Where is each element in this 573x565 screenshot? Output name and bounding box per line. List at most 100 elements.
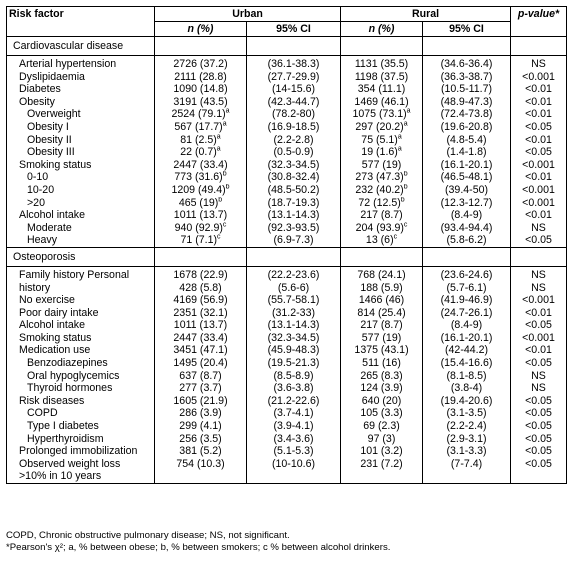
cell-uci: (36.1-38.3) [246, 58, 342, 71]
table-row: No exercise 4169 (56.9) (55.7-58.1) 1466 (4… [6, 294, 568, 307]
cell-un: 1678 (22.9) [154, 268, 247, 282]
cell-uci: (5.1-5.3) [246, 445, 342, 458]
table-row: COPD 286 (3.9) (3.7-4.1) 105 (3.3) (3.1-3.5)… [6, 407, 568, 421]
cell-rn: 101 (3.2) [340, 445, 424, 458]
cell-uci: (14-15.6) [246, 83, 342, 96]
row-label: >10% in 10 years [6, 470, 155, 485]
cell-rci: (19.6-20.8) [422, 120, 512, 134]
cell-rci: (93.4-94.4) [422, 221, 512, 235]
row-label: Diabetes [6, 83, 155, 96]
cell-rci [422, 470, 512, 485]
row-label: Obesity III [6, 146, 155, 159]
cell-p: <0.01 [510, 171, 568, 184]
cell-p: <0.01 [510, 108, 568, 121]
cell-rn: 577 (19) [340, 158, 424, 172]
table-row: Heavy 71 (7.1)c (6.9-7.3) 13 (6)c (5.8-6.2) <… [6, 234, 568, 248]
header-row-1: Risk factor Urban Rural p-value* [6, 6, 568, 22]
footnote-marker: a [222, 120, 227, 128]
cell-un: 567 (17.7)a [154, 120, 247, 134]
cell-uci [246, 470, 342, 485]
cell-p: <0.01 [510, 83, 568, 96]
cell-p: <0.001 [510, 183, 568, 197]
table-row: Moderate 940 (92.9)c (92.3-93.5) 204 (93.9)… [6, 221, 568, 235]
row-label: Obesity [6, 95, 155, 109]
cell-uci: (3.6-3.8) [246, 382, 342, 395]
cell-un: 381 (5.2) [154, 445, 247, 458]
cell-rn: 13 (6)c [340, 234, 424, 248]
cell-rci: (7-7.4) [422, 457, 512, 471]
cell-rn: 75 (5.1)a [340, 133, 424, 147]
table-row: Oral hypoglycemics 637 (8.7) (8.5-8.9) 265 … [6, 369, 568, 383]
cell-p: <0.01 [510, 344, 568, 358]
cell-uci: (8.5-8.9) [246, 369, 342, 383]
header-urban-ci: 95% CI [246, 21, 342, 37]
cell-rci: (5.7-6.1) [422, 281, 512, 295]
cell-p [510, 470, 568, 485]
header-row-2: n (%) 95% CI n (%) 95% CI [6, 21, 568, 37]
cell-rci: (19.4-20.6) [422, 394, 512, 408]
cell-rn: 273 (47.3)b [340, 171, 424, 184]
cell-un: 22 (0.7)a [154, 146, 247, 159]
cell-p: <0.001 [510, 158, 568, 172]
cell-rci: (16.1-20.1) [422, 331, 512, 345]
table-row: Obesity II 81 (2.5)a (2.2-2.8) 75 (5.1)a (4.… [6, 133, 568, 147]
table-row: Arterial hypertension 2726 (37.2) (36.1-38… [6, 58, 568, 71]
cell-uci: (27.7-29.9) [246, 70, 342, 84]
cell-uci: (32.3-34.5) [246, 158, 342, 172]
header-urban-n: n (%) [154, 21, 247, 37]
row-label: Family history Personal [6, 268, 155, 282]
row-label: Poor dairy intake [6, 306, 155, 320]
cell-rn: 188 (5.9) [340, 281, 424, 295]
row-label: Obesity II [6, 133, 155, 147]
row-label: Hyperthyroidism [6, 432, 155, 446]
cell-rn: 297 (20.2)a [340, 120, 424, 134]
cell-uci: (10-10.6) [246, 457, 342, 471]
row-label: Prolonged immobilization [6, 445, 155, 458]
row-label: history [6, 281, 155, 295]
table-row: >10% in 10 years [6, 470, 568, 485]
cell-rn: 19 (1.6)a [340, 146, 424, 159]
cell-p: <0.001 [510, 196, 568, 210]
cell-un: 1011 (13.7) [154, 209, 247, 222]
cell-rci: (8.4-9) [422, 209, 512, 222]
cell-p: <0.01 [510, 306, 568, 320]
row-label: COPD [6, 407, 155, 421]
cell-p: NS [510, 369, 568, 383]
cell-rci: (36.3-38.7) [422, 70, 512, 84]
cell-un: 2726 (37.2) [154, 58, 247, 71]
cell-uci: (45.9-48.3) [246, 344, 342, 358]
cell-rn: 232 (40.2)b [340, 183, 424, 197]
cell-p: <0.01 [510, 95, 568, 109]
cell-un: 754 (10.3) [154, 457, 247, 471]
cell-rn: 768 (24.1) [340, 268, 424, 282]
cell-uci: (16.9-18.5) [246, 120, 342, 134]
footnote-marker: b [400, 196, 405, 203]
row-label: Moderate [6, 221, 155, 235]
cell-uci: (5.6-6) [246, 281, 342, 295]
table-row: Observed weight loss 754 (10.3) (10-10.6) 2… [6, 457, 568, 471]
cell-un: 71 (7.1)c [154, 234, 247, 248]
row-label: Type I diabetes [6, 420, 155, 433]
row-label: Oral hypoglycemics [6, 369, 155, 383]
footnote-marker: a [225, 108, 230, 115]
cell-un: 1011 (13.7) [154, 319, 247, 332]
row-label: Smoking status [6, 331, 155, 345]
footnote-marker: a [397, 133, 402, 141]
table-row: 10-20 1209 (49.4)b (48.5-50.2) 232 (40.2)b(… [6, 183, 568, 197]
row-label: Heavy [6, 234, 155, 248]
cell-uci: (6.9-7.3) [246, 234, 342, 248]
section-header: Cardiovascular disease [6, 36, 568, 56]
cell-rci: (46.5-48.1) [422, 171, 512, 184]
cell-uci: (3.9-4.1) [246, 420, 342, 433]
row-label: Alcohol intake [6, 319, 155, 332]
cell-p: NS [510, 221, 568, 235]
header-rural-ci: 95% CI [422, 21, 512, 37]
cell-uci: (19.5-21.3) [246, 357, 342, 370]
cell-uci: (30.8-32.4) [246, 171, 342, 184]
cell-rn: 69 (2.3) [340, 420, 424, 433]
cell-rn: 577 (19) [340, 331, 424, 345]
cell-un: 428 (5.8) [154, 281, 247, 295]
cell-uci: (21.2-22.6) [246, 394, 342, 408]
cell-rn: 1075 (73.1)a [340, 108, 424, 121]
cell-rn: 217 (8.7) [340, 319, 424, 332]
